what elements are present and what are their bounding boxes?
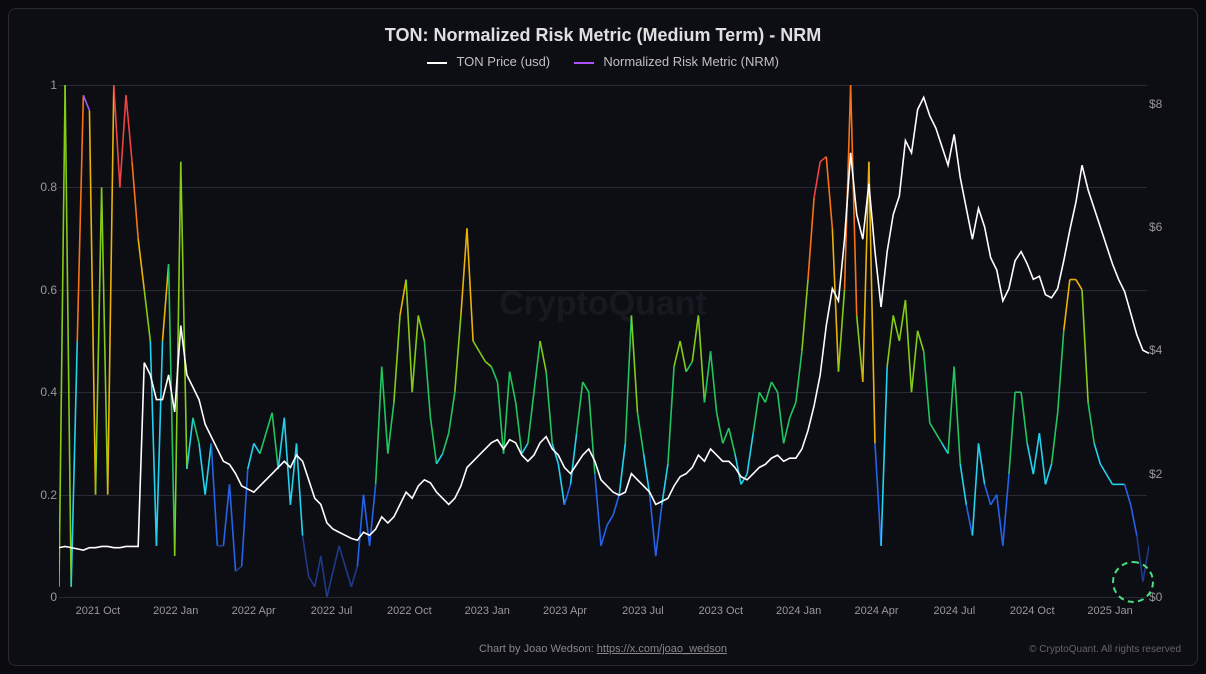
x-tick: 2023 Jan bbox=[465, 605, 510, 617]
y-right-tick: $8 bbox=[1149, 97, 1189, 111]
y-left-tick: 0.2 bbox=[17, 488, 57, 502]
x-tick: 2024 Jul bbox=[934, 605, 976, 617]
x-tick: 2025 Jan bbox=[1087, 605, 1132, 617]
x-tick: 2022 Jan bbox=[153, 605, 198, 617]
copyright: © CryptoQuant. All rights reserved bbox=[1029, 644, 1181, 655]
x-tick: 2024 Jan bbox=[776, 605, 821, 617]
price-line bbox=[59, 97, 1149, 550]
footer-prefix: Chart by Joao Wedson: bbox=[479, 643, 597, 655]
x-tick: 2022 Oct bbox=[387, 605, 432, 617]
x-tick: 2024 Oct bbox=[1010, 605, 1055, 617]
x-tick: 2022 Jul bbox=[311, 605, 353, 617]
y-left-tick: 0.4 bbox=[17, 385, 57, 399]
legend-nrm-swatch bbox=[574, 62, 594, 64]
footer-credit: Chart by Joao Wedson: https://x.com/joao… bbox=[9, 643, 1197, 655]
gridline bbox=[59, 597, 1147, 598]
y-left-tick: 1 bbox=[17, 78, 57, 92]
legend-price-label: TON Price (usd) bbox=[456, 54, 550, 69]
legend-nrm: Normalized Risk Metric (NRM) bbox=[574, 54, 779, 69]
footer-link[interactable]: https://x.com/joao_wedson bbox=[597, 643, 727, 655]
chart-title: TON: Normalized Risk Metric (Medium Term… bbox=[9, 9, 1197, 46]
y-left-tick: 0.6 bbox=[17, 283, 57, 297]
x-tick: 2021 Oct bbox=[76, 605, 121, 617]
x-tick: 2023 Apr bbox=[543, 605, 587, 617]
plot-area bbox=[59, 85, 1147, 595]
x-tick: 2023 Jul bbox=[622, 605, 664, 617]
x-tick: 2024 Apr bbox=[854, 605, 898, 617]
y-right-tick: $2 bbox=[1149, 467, 1189, 481]
y-right-tick: $6 bbox=[1149, 220, 1189, 234]
legend-price-swatch bbox=[427, 62, 447, 64]
chart-container: TON: Normalized Risk Metric (Medium Term… bbox=[8, 8, 1198, 666]
y-left-tick: 0.8 bbox=[17, 180, 57, 194]
chart-svg bbox=[59, 85, 1149, 597]
y-right-tick: $4 bbox=[1149, 343, 1189, 357]
legend-nrm-label: Normalized Risk Metric (NRM) bbox=[603, 54, 779, 69]
legend-price: TON Price (usd) bbox=[427, 54, 550, 69]
x-tick: 2023 Oct bbox=[698, 605, 743, 617]
y-left-tick: 0 bbox=[17, 590, 57, 604]
y-right-tick: $0 bbox=[1149, 590, 1189, 604]
x-tick: 2022 Apr bbox=[232, 605, 276, 617]
legend: TON Price (usd) Normalized Risk Metric (… bbox=[9, 46, 1197, 69]
